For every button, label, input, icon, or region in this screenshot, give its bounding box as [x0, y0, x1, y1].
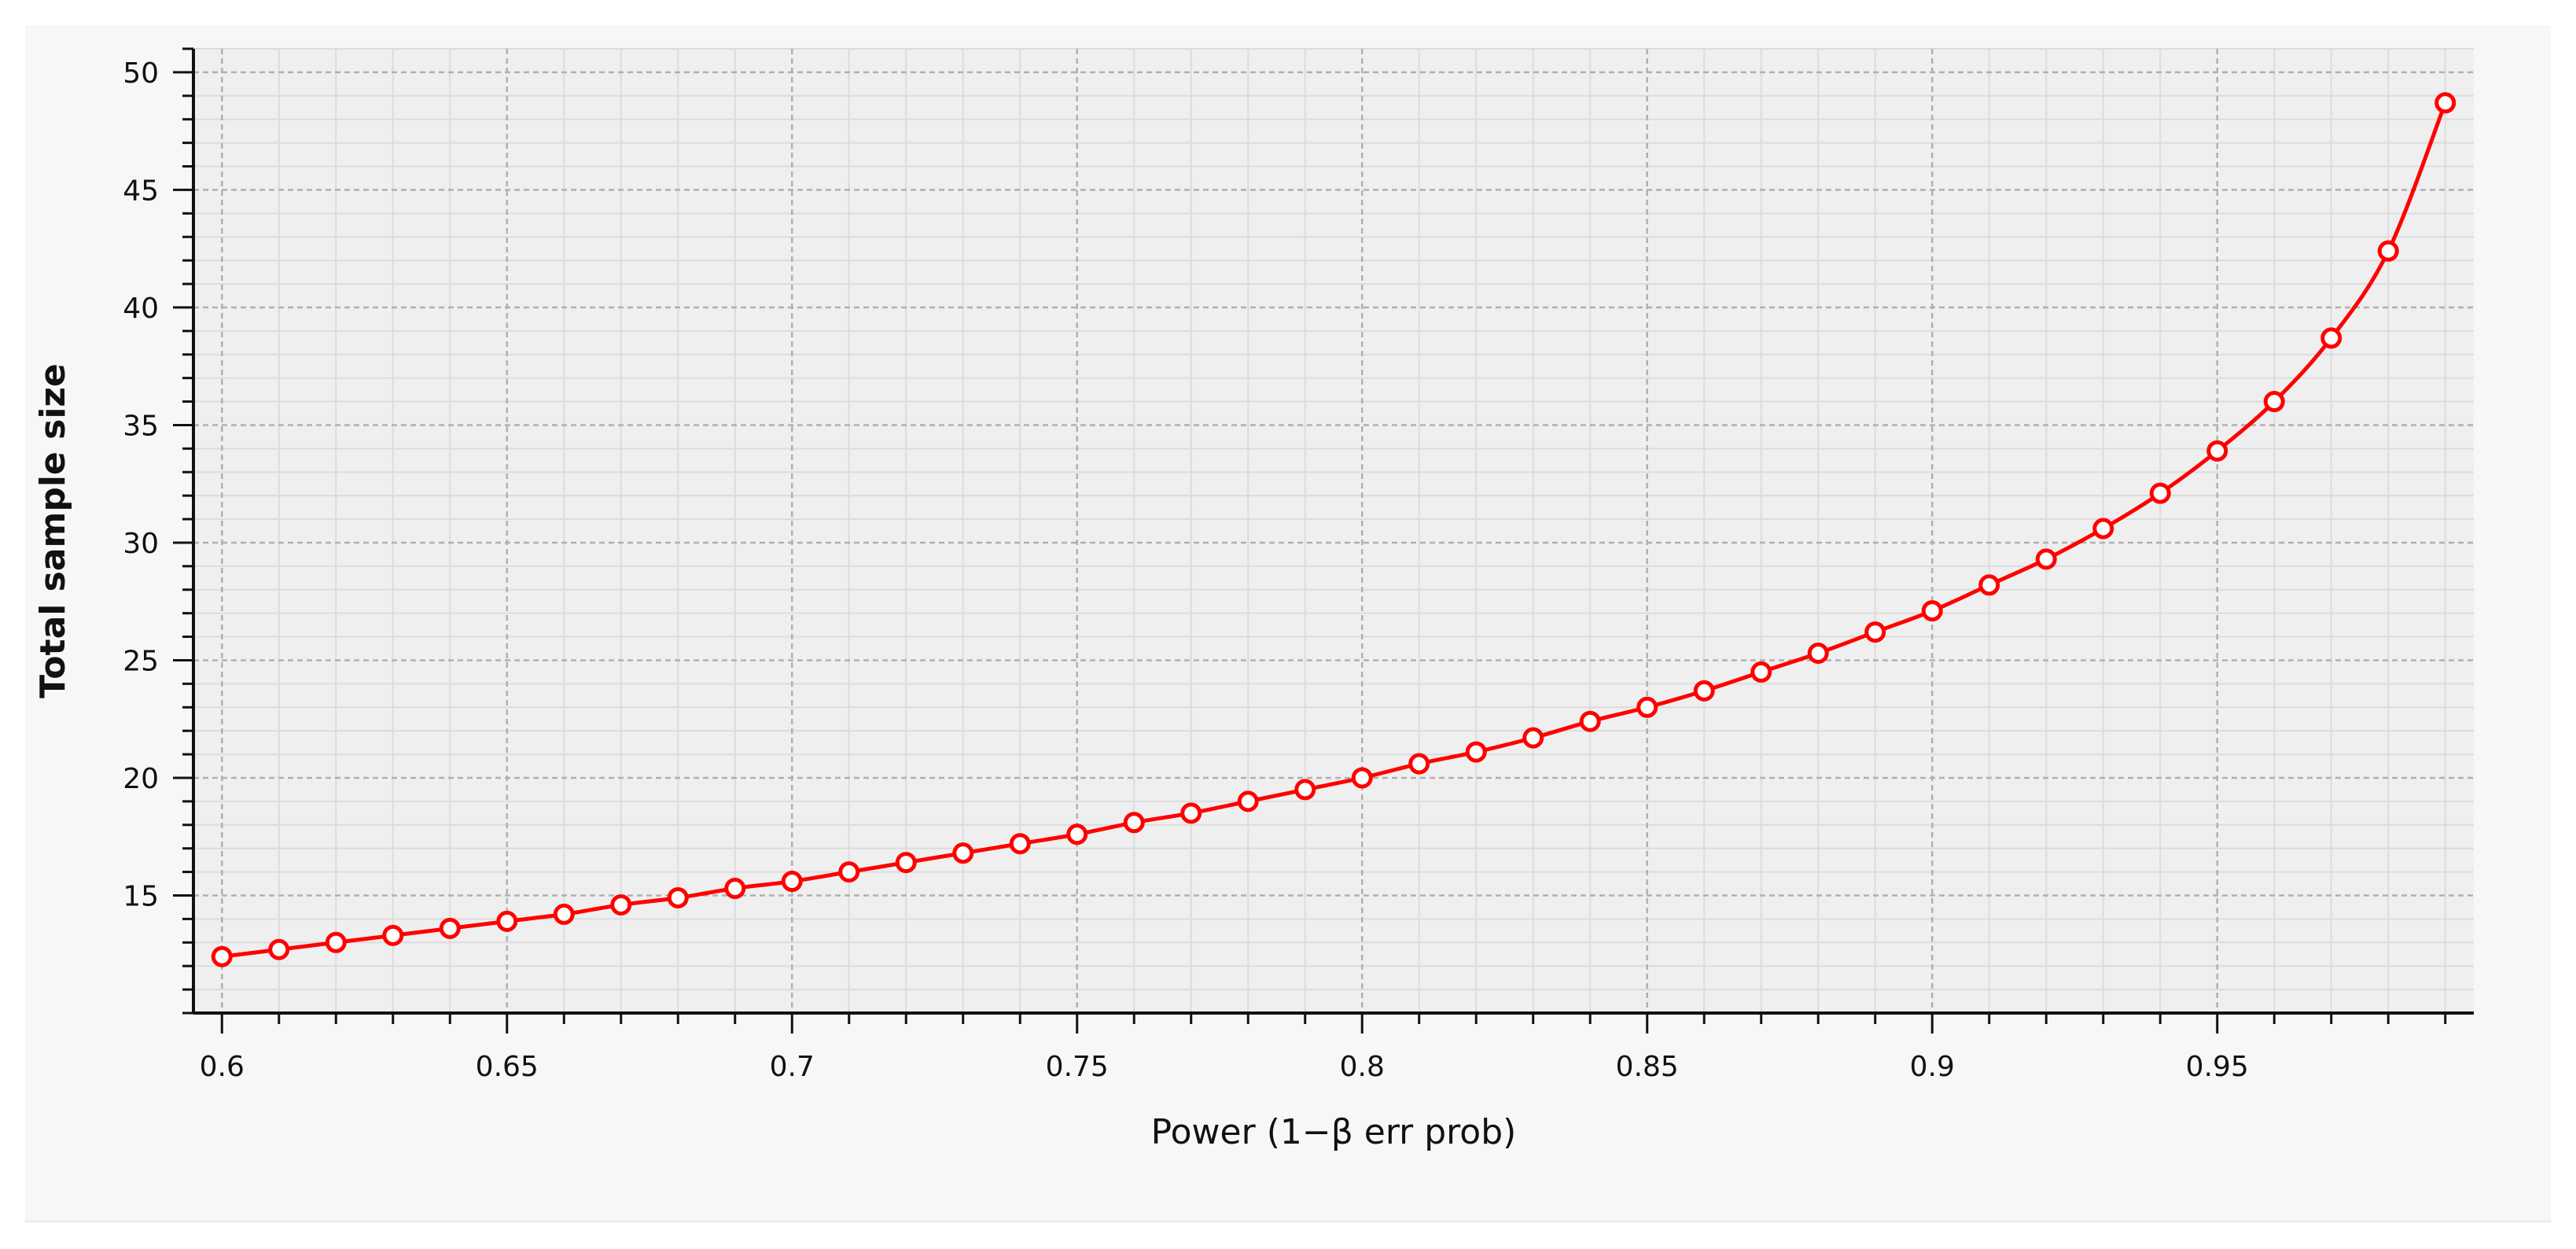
- data-point: [553, 903, 575, 925]
- y-tick-label: 30: [123, 528, 159, 560]
- data-point: [1180, 802, 1202, 824]
- data-point: [1978, 574, 2000, 596]
- data-point: [1864, 621, 1886, 643]
- data-point: [1522, 727, 1544, 749]
- data-point: [1807, 642, 1829, 664]
- data-point: [382, 924, 404, 946]
- data-point: [838, 861, 860, 883]
- data-point: [610, 893, 632, 916]
- data-point: [2092, 518, 2114, 540]
- x-tick-label: 0.9: [1910, 1051, 1955, 1083]
- plot-area: [193, 49, 2474, 1013]
- y-tick-label: 40: [123, 293, 159, 325]
- data-point: [781, 871, 803, 893]
- data-point: [2206, 440, 2228, 462]
- data-point: [952, 842, 974, 864]
- x-tick-label: 0.95: [2186, 1051, 2249, 1083]
- data-point: [1750, 661, 1772, 683]
- data-point: [1408, 753, 1430, 775]
- data-point: [2377, 240, 2399, 262]
- data-point: [2434, 92, 2456, 114]
- data-point: [1921, 600, 1943, 622]
- major-grid: [193, 49, 2474, 1013]
- data-point: [1237, 790, 1259, 812]
- data-point: [1066, 823, 1088, 846]
- y-axis-title: Total sample size: [33, 363, 73, 698]
- y-tick-label: 35: [123, 410, 159, 442]
- minor-grid: [193, 48, 2474, 1014]
- x-axis-title: Power (1−β err prob): [1151, 1112, 1517, 1152]
- data-point: [268, 938, 290, 960]
- y-tick-label: 20: [123, 763, 159, 795]
- data-point: [325, 931, 347, 953]
- y-tick-label: 50: [123, 57, 159, 90]
- data-point: [211, 945, 233, 967]
- x-tick-label: 0.85: [1616, 1051, 1679, 1083]
- y-tick-label: 45: [123, 175, 159, 207]
- data-point: [1009, 833, 1031, 855]
- data-point: [1351, 767, 1373, 789]
- data-point: [1636, 696, 1658, 718]
- data-point: [2263, 391, 2285, 413]
- series-layer: [211, 92, 2456, 967]
- data-point: [2035, 548, 2057, 570]
- data-point: [895, 852, 917, 874]
- data-point: [667, 886, 689, 908]
- x-axis-ticks: 0.6 0.65 0.7 0.75 0.8 0.85 0.9 0.95: [200, 1013, 2447, 1083]
- data-point: [439, 917, 461, 939]
- data-point: [1693, 680, 1715, 702]
- x-tick-label: 0.8: [1340, 1051, 1385, 1083]
- data-point: [496, 910, 518, 932]
- data-point: [1465, 741, 1487, 763]
- data-point: [1123, 812, 1145, 834]
- y-tick-label: 15: [123, 880, 159, 912]
- y-axis-ticks: 15 20 25 30 35 40 45 50: [123, 47, 193, 1015]
- data-point: [724, 878, 746, 900]
- data-point: [2320, 327, 2342, 349]
- x-tick-label: 0.65: [476, 1051, 539, 1083]
- x-tick-label: 0.7: [770, 1051, 815, 1083]
- data-point: [1579, 710, 1601, 732]
- data-point: [2149, 482, 2171, 504]
- x-tick-label: 0.75: [1046, 1051, 1109, 1083]
- data-point: [1294, 779, 1316, 801]
- x-tick-label: 0.6: [200, 1051, 245, 1083]
- y-tick-label: 25: [123, 645, 159, 677]
- axes: [192, 49, 2474, 1015]
